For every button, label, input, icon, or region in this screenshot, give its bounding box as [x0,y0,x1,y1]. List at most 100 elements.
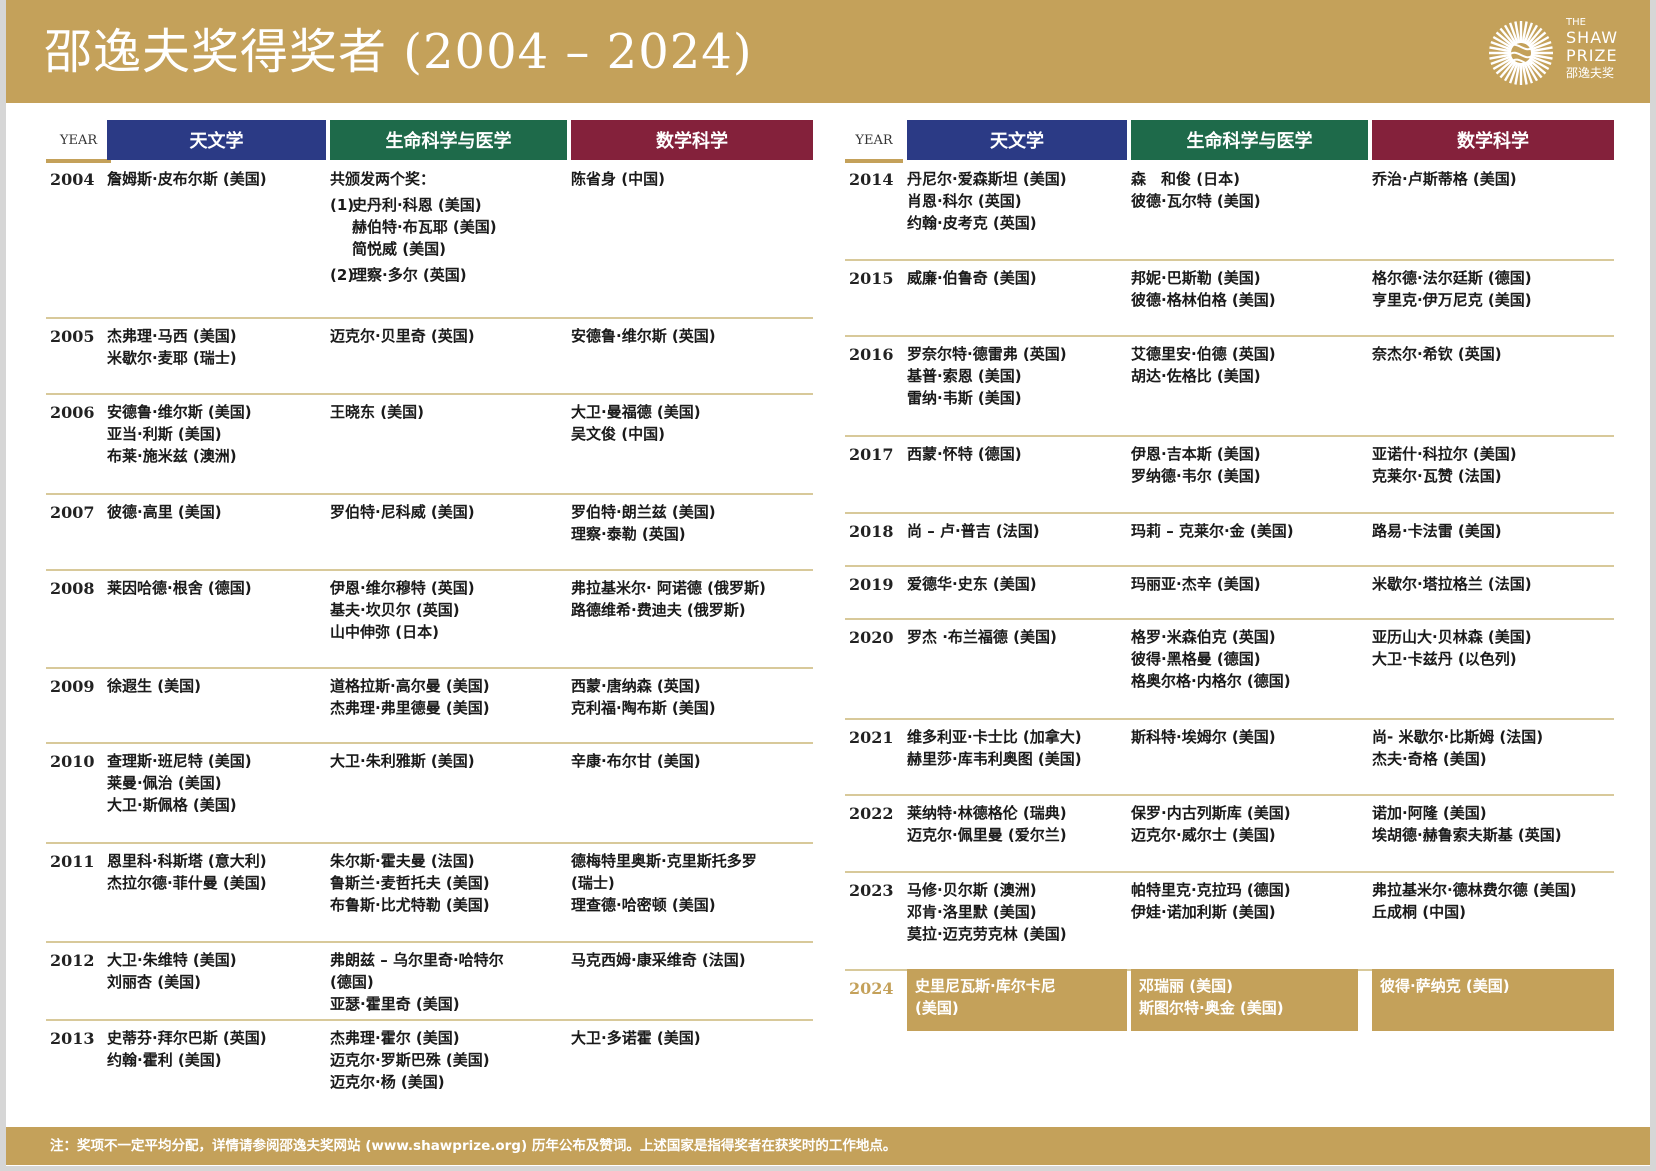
mathematics-cell: 大卫·曼福德 (美国) 吴文俊 (中国) [571,401,813,445]
life-science-cell: 王晓东 (美国) [330,401,567,423]
astronomy-cell: 查理斯·班尼特 (美国) 莱曼·佩治 (美国) 大卫·斯佩格 (美国) [107,750,326,816]
laureate-name: 安德鲁·维尔斯 (美国) [107,403,252,421]
year-label: 2023 [849,881,894,900]
year-label: 2014 [849,170,894,189]
mathematics-cell: 诺加·阿隆 (美国) 埃胡德·赫鲁索夫斯基 (英国) [1372,802,1614,846]
astronomy-cell: 彼德·高里 (美国) [107,501,326,523]
life-science-cell: 玛丽亚·杰辛 (美国) [1131,573,1368,595]
laureate-name: 大卫·朱维特 (美国) [107,951,237,969]
laureate-name: 罗伯特·朗兰兹 (美国) [571,503,716,521]
mathematics-cell: 陈省身 (中国) [571,168,813,190]
row-divider [46,569,813,571]
laureate-name: 雷纳·韦斯 (美国) [907,389,1022,407]
mathematics-cell: 格尔德·法尔廷斯 (德国) 亨里克·伊万尼克 (美国) [1372,267,1614,311]
life-science-cell: 迈克尔·贝里奇 (英国) [330,325,567,347]
laureate-name: 大卫·曼福德 (美国) [571,403,701,421]
laureate-name: 罗纳德·韦尔 (美国) [1131,467,1261,485]
year-label: 2015 [849,269,894,288]
laureate-name: 尚- 米歇尔·比斯姆 (法国) [1372,728,1544,746]
life-science-cell: 伊恩·维尔穆特 (英国) 基夫·坎贝尔 (英国) 山中伸弥 (日本) [330,577,567,643]
laureate-name: 格奥尔格·内格尔 (德国) [1131,672,1291,690]
laureate-name: 吴文俊 (中国) [571,425,665,443]
laureate-name: 约翰·皮考克 (英国) [907,214,1037,232]
mathematics-cell: 乔治·卢斯蒂格 (美国) [1372,168,1614,190]
award-group-label: (2) [330,266,355,284]
laureate-name: 山中伸弥 (日本) [330,623,439,641]
laureate-name: 西蒙·怀特 (德国) [907,445,1022,463]
laureate-name: 伊恩·维尔穆特 (英国) [330,579,475,597]
laureate-name: 迈克尔·威尔士 (美国) [1131,826,1276,844]
life-science-cell: 邦妮·巴斯勒 (美国) 彼德·格林伯格 (美国) [1131,267,1368,311]
laureate-name: 彼得·黑格曼 (德国) [1131,650,1261,668]
sunburst-ray [1499,59,1516,79]
row-divider [845,794,1614,796]
sunburst-ray [1524,61,1539,82]
laureate-name: (美国) [915,999,959,1017]
year-label: 2016 [849,345,894,364]
award-group-label: (1) [330,196,355,214]
year-label: 2017 [849,445,894,464]
laureate-name: 爱德华·史东 (美国) [907,575,1037,593]
laureate-name: 亚当·利斯 (美国) [107,425,222,443]
laureate-name: 诺加·阿隆 (美国) [1372,804,1487,822]
laureate-name: 理察·泰勒 (英国) [571,525,686,543]
laureate-name: 保罗·内古列斯库 (美国) [1131,804,1291,822]
sunburst-ray [1530,46,1553,53]
life-science-cell: 保罗·内古列斯库 (美国) 迈克尔·威尔士 (美国) [1131,802,1368,846]
astronomy-cell: 史里尼瓦斯·库尔卡尼 (美国) [907,969,1127,1031]
sunburst-ray [1499,27,1516,47]
laureate-name: 弗拉基米尔· 阿诺德 (俄罗斯) [571,579,766,597]
life-science-cell: 格罗·米森伯克 (英国) 彼得·黑格曼 (德国) 格奥尔格·内格尔 (德国) [1131,626,1368,692]
life-science-cell: 罗伯特·尼科威 (美国) [330,501,567,523]
year-label: 2022 [849,804,894,823]
mathematics-cell: 弗拉基米尔· 阿诺德 (俄罗斯) 路德维希·费迪夫 (俄罗斯) [571,577,813,621]
laureate-name: 彼德·瓦尔特 (美国) [1131,192,1261,210]
year-label: 2013 [50,1029,95,1048]
life-science-cell: 斯科特·埃姆尔 (美国) [1131,726,1368,748]
laureate-name: 玛莉 – 克莱尔·金 (美国) [1131,522,1294,540]
laureate-name: 德梅特里奥斯·克里斯托多罗 [571,852,757,870]
year-label: 2018 [849,522,894,541]
laureate-name: 约翰·霍利 (美国) [107,1051,222,1069]
life-science-cell: 共颁发两个奖： (1) 史丹利·科恩 (美国) 赫伯特·布瓦耶 (美国) 简悦威 (美国… [330,168,567,286]
life-science-cell: 伊恩·吉本斯 (美国) 罗纳德·韦尔 (美国) [1131,443,1368,487]
mathematics-cell: 辛康·布尔甘 (美国) [571,750,813,772]
sunburst-ray [1490,40,1513,51]
mathematics-cell: 彼得·萨纳克 (美国) [1372,969,1614,1031]
astronomy-cell: 恩里科·科斯塔 (意大利) 杰拉尔德·菲什曼 (美国) [107,850,326,894]
award-group: (1) 史丹利·科恩 (美国) 赫伯特·布瓦耶 (美国) 简悦威 (美国) [330,194,567,260]
laureate-name: 史里尼瓦斯·库尔卡尼 [915,977,1056,995]
sunburst-ray [1490,55,1513,66]
laureate-name: 奈杰尔·希钦 (英国) [1372,345,1502,363]
laureate-name: 迈克尔·罗斯巴殊 (美国) [330,1051,490,1069]
mathematics-cell: 德梅特里奥斯·克里斯托多罗 (瑞士) 理查德·哈密顿 (美国) [571,850,813,916]
sunburst-ray [1495,31,1515,48]
astronomy-cell: 尚 – 卢·普吉 (法国) [907,520,1127,542]
laureate-name: 威廉·伯鲁奇 (美国) [907,269,1037,287]
laureate-name: 西蒙·唐纳森 (英国) [571,677,701,695]
year-label: 2024 [849,979,894,998]
sunburst-ray [1529,55,1552,66]
life-science-cell: 杰弗理·霍尔 (美国) 迈克尔·罗斯巴殊 (美国) 迈克尔·杨 (美国) [330,1027,567,1093]
column-header-mathematics: 数学科学 [1372,120,1614,160]
laureate-name: 理察·多尔 (英国) [352,266,467,284]
sunburst-ray [1495,58,1515,75]
sunburst-ray [1524,24,1539,45]
sunburst-ray [1529,56,1550,71]
mathematics-cell: 西蒙·唐纳森 (英国) 克利福·陶布斯 (美国) [571,675,813,719]
laureate-name: 安德鲁·维尔斯 (英国) [571,327,716,345]
laureate-name: 尚 – 卢·普吉 (法国) [907,522,1040,540]
astronomy-cell: 维多利亚·卡士比 (加拿大) 赫里莎·库韦利奥图 (美国) [907,726,1127,770]
life-science-cell: 帕特里克·克拉玛 (德国) 伊娃·诺加利斯 (美国) [1131,879,1368,923]
sunburst-ray [1527,31,1547,48]
page: 邵逸夫奖得奖者 (2004 – 2024) THE SHAW PRIZE 邵逸夫… [6,0,1650,1166]
shaw-prize-logo: THE SHAW PRIZE 邵逸夫奖 [1486,14,1636,90]
laureate-name: 莱纳特·林德格伦 (瑞典) [907,804,1067,822]
laureate-name: 莱曼·佩治 (美国) [107,774,222,792]
laureate-name: 大卫·斯佩格 (美国) [107,796,237,814]
laureate-name: (德国) [330,973,374,991]
laureate-name: 玛丽亚·杰辛 (美国) [1131,575,1261,593]
laureate-name: (瑞士) [571,874,615,892]
sunburst-ray [1503,24,1518,45]
row-divider [46,941,813,943]
